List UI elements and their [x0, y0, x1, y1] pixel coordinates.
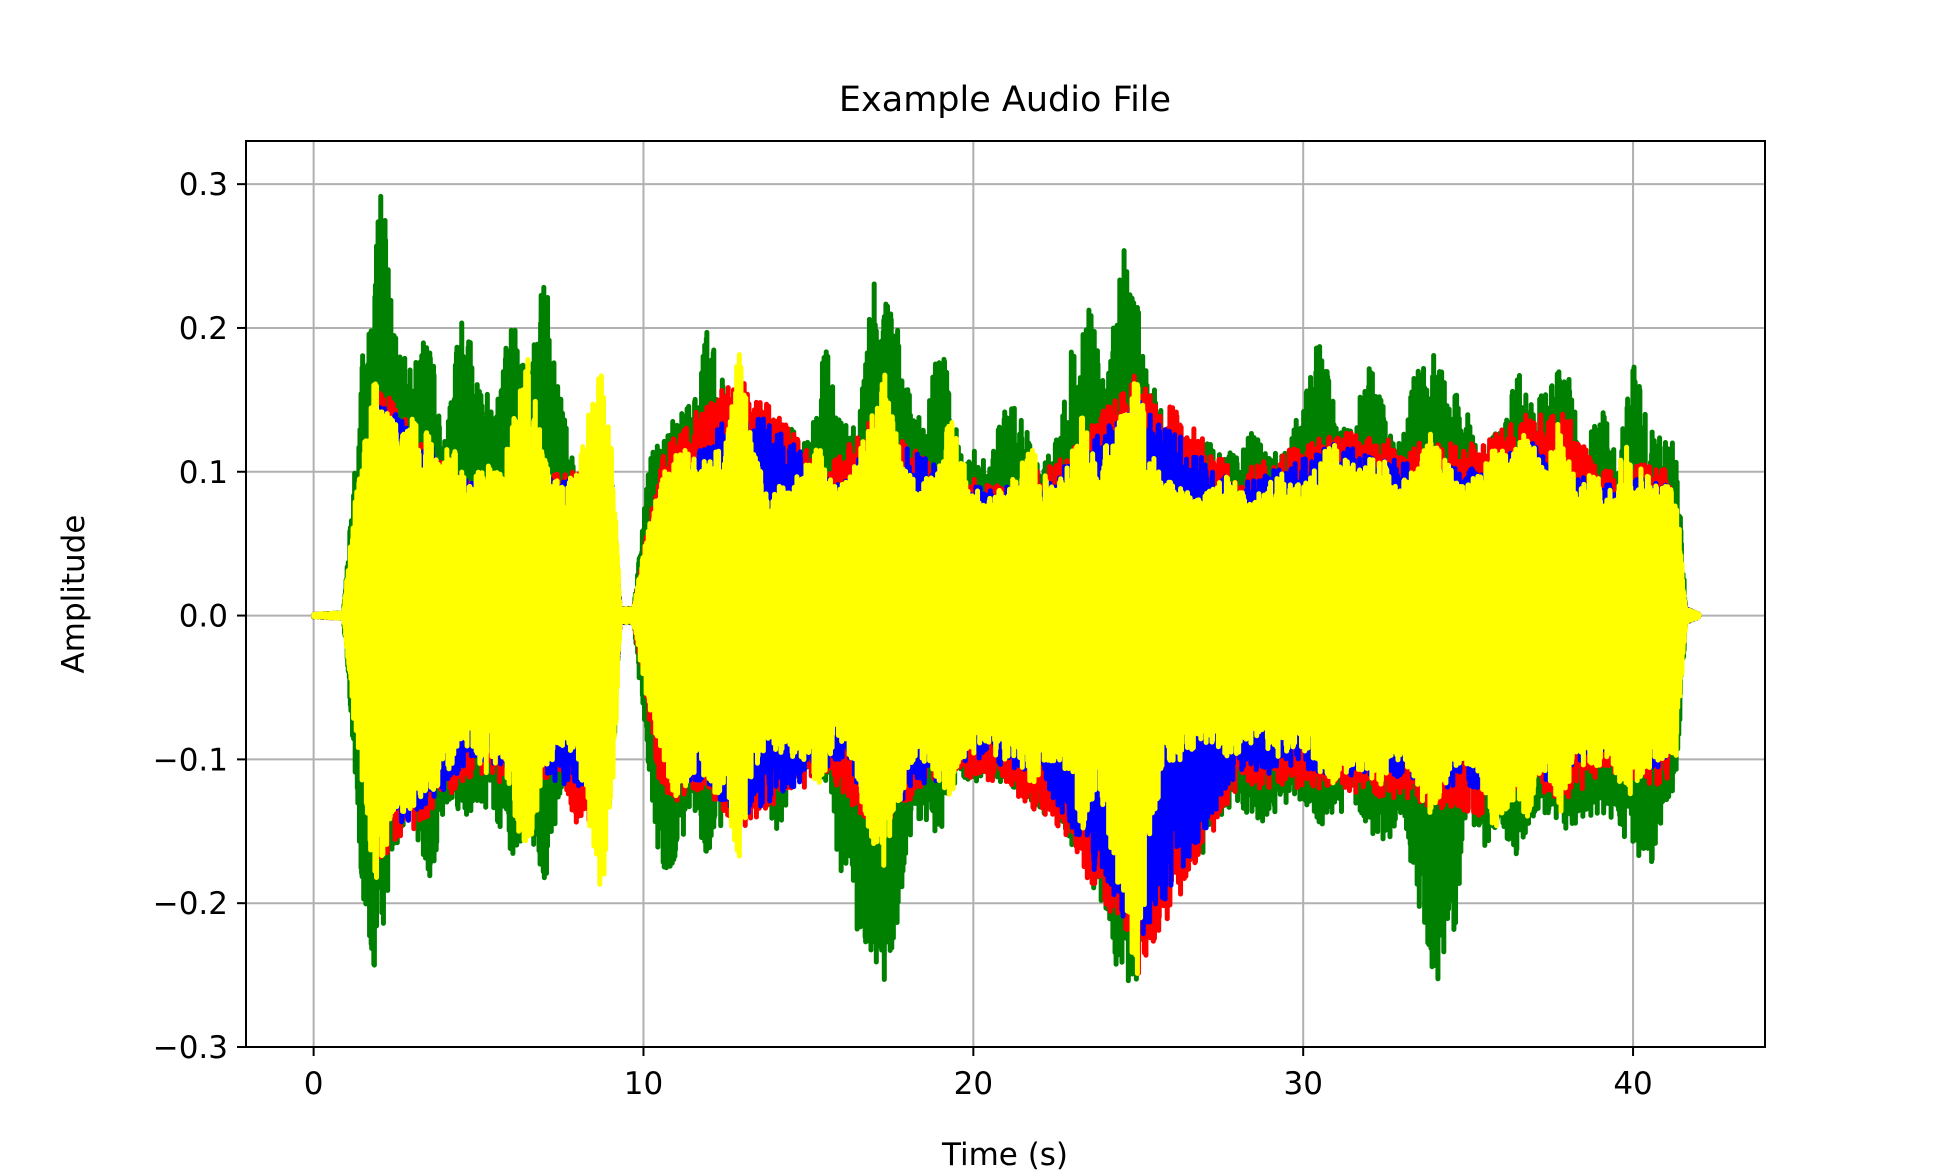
y-tick-label: −0.3 [153, 1030, 228, 1066]
series-layer [311, 193, 1702, 984]
x-tick-label: 10 [624, 1066, 663, 1102]
y-tick-label: 0.0 [179, 599, 228, 635]
x-tick-label: 40 [1613, 1066, 1652, 1102]
y-axis-ticks: −0.3 −0.2 −0.1 0.0 0.1 0.2 0.3 [153, 167, 246, 1066]
chart-title: Example Audio File [839, 80, 1171, 120]
x-axis-ticks: 0 10 20 30 40 [304, 1047, 1653, 1102]
y-axis-label: Amplitude [56, 515, 92, 674]
x-axis-label: Time (s) [941, 1137, 1068, 1170]
y-tick-label: 0.2 [179, 311, 228, 347]
x-tick-label: 0 [304, 1066, 324, 1102]
y-tick-label: 0.1 [179, 455, 228, 491]
waveform-series [311, 352, 1702, 976]
x-tick-label: 30 [1283, 1066, 1322, 1102]
y-tick-label: −0.1 [153, 742, 228, 778]
y-tick-label: 0.3 [179, 167, 228, 203]
y-tick-label: −0.2 [153, 886, 228, 922]
x-tick-label: 20 [954, 1066, 993, 1102]
plot-frame [245, 140, 1766, 1048]
